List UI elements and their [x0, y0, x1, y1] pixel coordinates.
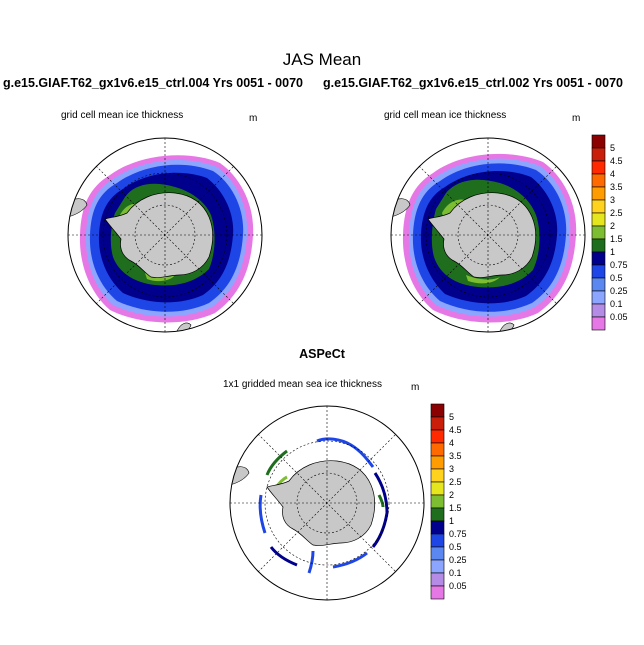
colorbar-top-swatch-3: [591, 173, 606, 188]
colorbar-top-swatch-10: [591, 264, 606, 279]
case-title-left: g.e15.GIAF.T62_gx1v6.e15_ctrl.004 Yrs 00…: [3, 76, 303, 90]
obs-track: [307, 550, 315, 574]
colorbar-bottom-tick-label: 0.75: [449, 529, 467, 539]
colorbar-bottom-tick-label: 1: [449, 516, 454, 526]
colorbar-top-tick-label: 2.5: [610, 208, 623, 218]
panel-label-left: grid cell mean ice thickness: [61, 110, 184, 121]
colorbar-bottom-tick-label: 0.5: [449, 542, 462, 552]
colorbar-top-swatch-14: [591, 316, 606, 331]
colorbar-top-tick-label: 0.05: [610, 312, 628, 322]
colorbar-bottom-tick-label: 0.1: [449, 568, 462, 578]
panel-label-bottom: 1x1 gridded mean sea ice thickness: [223, 379, 382, 390]
colorbar-bottom-tick-label: 3: [449, 464, 454, 474]
colorbar-bottom-swatch-4: [430, 455, 445, 470]
colorbar-top-tick-label: 1.5: [610, 234, 623, 244]
panel-units-left: m: [249, 113, 258, 124]
colorbar-bottom-swatch-8: [430, 507, 445, 522]
colorbar-bottom-swatch-7: [430, 494, 445, 509]
colorbar-bottom: 5 4.5 4 3.5 3 2.5 2 1.5 1 0.75 0.5 0.25 0.1 0.05: [430, 403, 467, 600]
colorbar-top-tick-label: 1: [610, 247, 615, 257]
antarctica-land: [427, 192, 537, 278]
colorbar-top-swatch-5: [591, 199, 606, 214]
colorbar-bottom-tick-label: 4: [449, 438, 454, 448]
panel-label-right: grid cell mean ice thickness: [384, 110, 507, 121]
colorbar-top-swatch-0: [591, 134, 606, 149]
colorbar-top-swatch-9: [591, 251, 606, 266]
colorbar-bottom-tick-label: 0.25: [449, 555, 467, 565]
colorbar-top-tick-label: 0.25: [610, 286, 628, 296]
colorbar-bottom-tick-label: 2: [449, 490, 454, 500]
colorbar-top-tick-label: 4: [610, 169, 615, 179]
colorbar-bottom-swatch-9: [430, 520, 445, 535]
obs-track: [258, 494, 267, 534]
colorbar-top-tick-label: 0.1: [610, 299, 623, 309]
colorbar-top-tick-label: 3.5: [610, 182, 623, 192]
colorbar-top-swatch-4: [591, 186, 606, 201]
map-model-004: [67, 137, 263, 333]
colorbar-top-swatch-11: [591, 277, 606, 292]
obs-track: [371, 472, 389, 548]
colorbar-top-swatch-2: [591, 160, 606, 175]
panel-units-right: m: [572, 113, 581, 124]
ice-band-150b: [466, 275, 500, 284]
colorbar-top-tick-label: 2: [610, 221, 615, 231]
colorbar-bottom-swatch-5: [430, 468, 445, 483]
colorbar-top-swatch-13: [591, 303, 606, 318]
obs-track: [377, 494, 385, 508]
colorbar-bottom-swatch-0: [430, 403, 445, 418]
obs-track: [332, 551, 368, 569]
colorbar-bottom-tick-label: 2.5: [449, 477, 462, 487]
colorbar-top: 5 4.5 4 3.5 3 2.5 2 1.5 1 0.75 0.5 0.25 0.1 0.05: [591, 134, 628, 331]
colorbar-bottom-tick-label: 4.5: [449, 425, 462, 435]
colorbar-top-swatch-12: [591, 290, 606, 305]
colorbar-bottom-swatch-13: [430, 572, 445, 587]
antarctica-land: [104, 192, 214, 278]
map-aspect-obs: [229, 405, 425, 601]
colorbar-bottom-swatch-10: [430, 533, 445, 548]
colorbar-bottom-swatch-3: [430, 442, 445, 457]
colorbar-bottom-swatch-14: [430, 585, 445, 600]
colorbar-bottom-swatch-2: [430, 429, 445, 444]
colorbar-bottom-swatch-12: [430, 559, 445, 574]
colorbar-top-swatch-8: [591, 238, 606, 253]
colorbar-bottom-swatch-1: [430, 416, 445, 431]
colorbar-bottom-tick-label: 0.05: [449, 581, 467, 591]
colorbar-top-swatch-6: [591, 212, 606, 227]
colorbar-top-tick-label: 0.5: [610, 273, 623, 283]
colorbar-bottom-swatch-11: [430, 546, 445, 561]
colorbar-top-tick-label: 4.5: [610, 156, 623, 166]
colorbar-top-tick-label: 0.75: [610, 260, 628, 270]
colorbar-bottom-tick-label: 5: [449, 412, 454, 422]
obs-track: [316, 437, 375, 468]
colorbar-top-tick-label: 3: [610, 195, 615, 205]
colorbar-bottom-tick-label: 1.5: [449, 503, 462, 513]
case-title-right: g.e15.GIAF.T62_gx1v6.e15_ctrl.002 Yrs 00…: [323, 76, 623, 90]
map-model-002: [390, 137, 586, 333]
obs-track: [269, 546, 298, 567]
colorbar-top-tick-label: 5: [610, 143, 615, 153]
colorbar-top-swatch-1: [591, 147, 606, 162]
obs-title: ASPeCt: [299, 347, 345, 361]
colorbar-bottom-tick-label: 3.5: [449, 451, 462, 461]
figure-title: JAS Mean: [282, 50, 362, 69]
colorbar-top-swatch-7: [591, 225, 606, 240]
obs-track: [265, 449, 288, 476]
panel-units-bottom: m: [411, 382, 420, 393]
antarctica-land: [266, 460, 376, 546]
colorbar-bottom-swatch-6: [430, 481, 445, 496]
